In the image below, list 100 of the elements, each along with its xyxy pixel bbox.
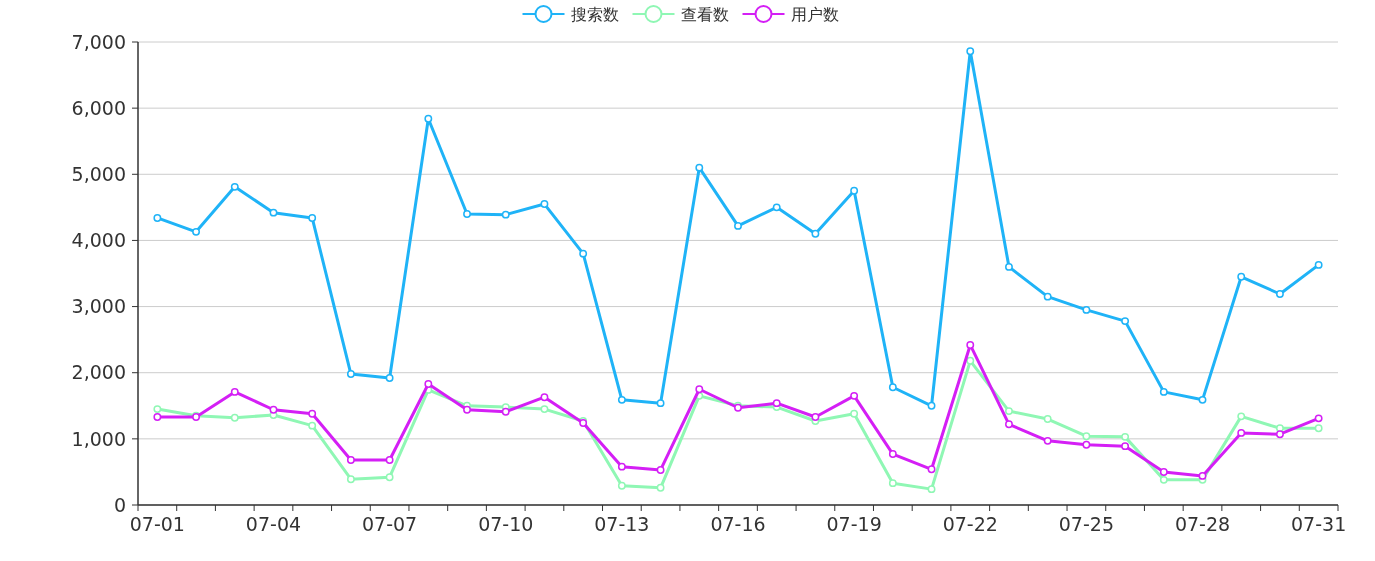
point [153,213,162,222]
x-tick-label: 07-04 [245,513,302,535]
y-tick-label: 5,000 [71,162,126,185]
point [617,462,626,471]
point [966,356,975,365]
point [308,409,317,418]
point [1237,412,1246,421]
y-tick-label: 0 [113,493,126,516]
point [1082,305,1091,314]
y-tick-label: 1,000 [71,427,126,450]
point [1275,430,1284,439]
point [540,200,549,208]
point [463,210,471,218]
point [1198,395,1207,404]
point [1314,424,1323,433]
point [888,383,897,392]
y-tick-label: 3,000 [71,295,126,318]
point [269,405,278,414]
point [153,413,162,421]
point [424,114,433,123]
point [1121,317,1130,326]
point [1121,442,1130,451]
x-tick-label: 07-28 [1174,513,1231,535]
y-tick-label: 7,000 [71,30,126,53]
point [617,395,626,404]
x-tick-label: 07-22 [942,513,998,535]
point [695,385,704,394]
point [1314,414,1323,423]
point [1314,260,1323,269]
point [153,405,162,414]
point [617,481,626,490]
x-tick-label: 07-19 [826,513,882,535]
point [501,407,510,416]
point [966,340,975,349]
point [888,450,897,459]
point [927,401,936,410]
legend-label: 查看数 [680,4,729,24]
point [230,182,239,191]
point [346,475,355,484]
point [1082,432,1091,441]
point [385,473,394,482]
point [192,227,201,236]
point [230,413,239,422]
y-tick-label: 2,000 [71,361,126,384]
x-tick-label: 07-25 [1058,513,1114,535]
legend-label: 搜索数 [570,4,619,24]
point [1043,415,1052,423]
point [927,485,936,494]
x-tick-label: 07-16 [710,513,766,535]
point [1043,436,1052,445]
point [656,399,665,408]
point [385,374,394,382]
point [1237,272,1246,281]
point [1159,387,1168,396]
point [540,405,549,414]
point [811,229,820,238]
point [308,213,317,222]
point [1159,467,1168,476]
point [1005,262,1013,271]
point [1082,440,1091,449]
y-tick-label: 4,000 [71,229,126,252]
point [579,249,588,258]
point [811,413,820,421]
point [346,456,355,464]
point [1237,428,1246,437]
point [656,465,665,474]
point [734,221,742,230]
x-tick-label: 07-07 [362,513,418,535]
legend-label: 用户数 [790,4,839,24]
point [1198,471,1207,480]
point [772,399,781,408]
point [501,210,510,219]
x-tick-label: 07-01 [129,513,185,535]
point [1043,292,1052,301]
point [695,163,704,172]
x-tick-label: 07-10 [478,513,534,535]
point [269,208,278,217]
point [1159,475,1168,484]
x-tick-label: 07-13 [594,513,650,535]
point [230,387,239,396]
point [966,47,975,56]
point [385,456,394,464]
point [850,186,859,195]
point [656,483,665,492]
point [540,393,549,402]
point [346,370,355,378]
x-tick-label: 07-31 [1291,513,1347,535]
point [888,479,897,488]
point [850,391,859,400]
point [1275,290,1284,298]
point [463,405,471,414]
point [1121,432,1130,441]
y-tick-label: 6,000 [71,96,126,119]
point [424,380,433,388]
point [1005,407,1013,416]
point [927,465,936,474]
point [772,203,781,212]
point [1005,420,1013,429]
point [308,421,317,430]
point [850,409,859,418]
